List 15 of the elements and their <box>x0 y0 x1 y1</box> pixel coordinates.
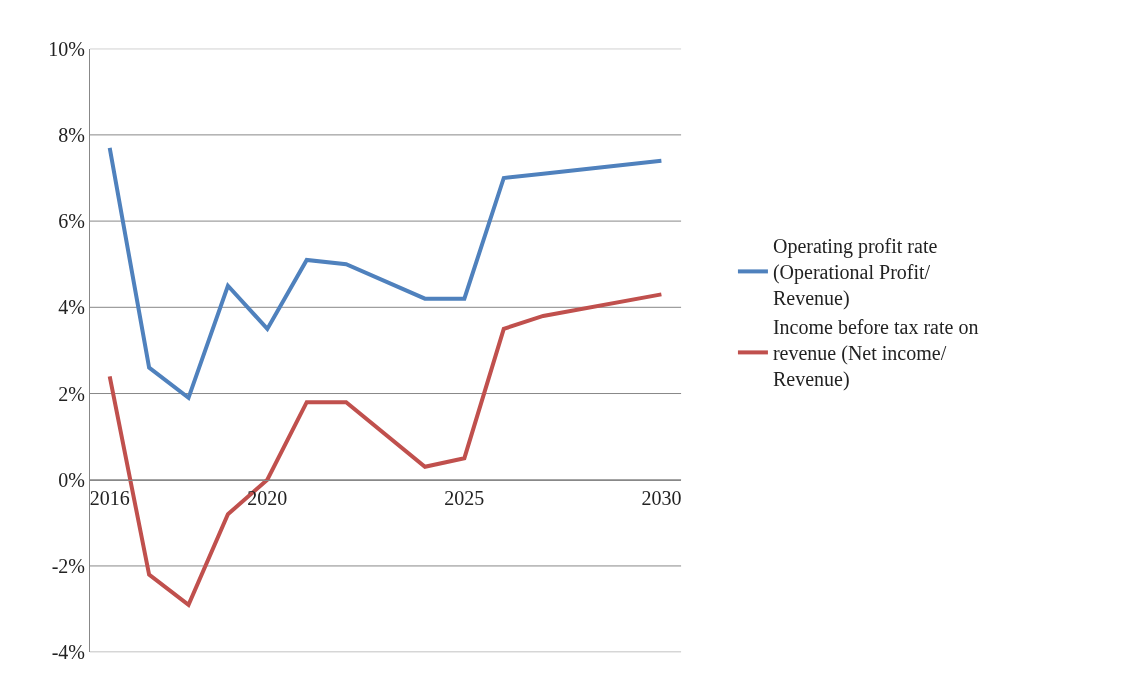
y-tick-label: -4% <box>51 641 85 664</box>
y-tick-label: 4% <box>58 296 85 319</box>
x-tick-label: 2030 <box>641 486 682 509</box>
y-tick-label: -2% <box>51 554 85 577</box>
legend-label: Income before tax rate on revenue (Net income/ Revenue) <box>772 316 979 392</box>
y-tick-label: 8% <box>58 123 85 146</box>
x-tick-label: 2016 <box>89 486 130 509</box>
legend-label: Operating profit rate (Operational Profit/ Revenue) <box>772 235 938 311</box>
y-tick-label: 6% <box>58 210 85 233</box>
y-tick-label: 10% <box>48 37 85 60</box>
x-tick-label: 2020 <box>247 486 288 509</box>
y-tick-label: 0% <box>58 468 85 491</box>
y-tick-label: 2% <box>58 382 85 405</box>
line-series <box>107 145 664 400</box>
x-tick-label: 2025 <box>444 486 485 509</box>
